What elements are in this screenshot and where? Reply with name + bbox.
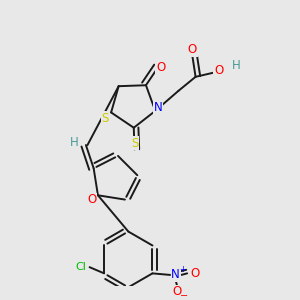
- Text: O: O: [172, 286, 182, 298]
- Text: O: O: [214, 64, 224, 77]
- Text: O: O: [190, 267, 200, 280]
- Text: O: O: [156, 61, 165, 74]
- Text: N: N: [153, 101, 162, 114]
- Text: O: O: [87, 194, 96, 206]
- Text: Cl: Cl: [76, 262, 86, 272]
- Text: N: N: [171, 268, 180, 281]
- Text: O: O: [188, 44, 197, 56]
- Text: +: +: [179, 265, 186, 274]
- Text: S: S: [101, 112, 109, 124]
- Text: −: −: [180, 291, 188, 300]
- Text: S: S: [131, 137, 138, 150]
- Text: H: H: [70, 136, 79, 149]
- Text: H: H: [232, 59, 240, 72]
